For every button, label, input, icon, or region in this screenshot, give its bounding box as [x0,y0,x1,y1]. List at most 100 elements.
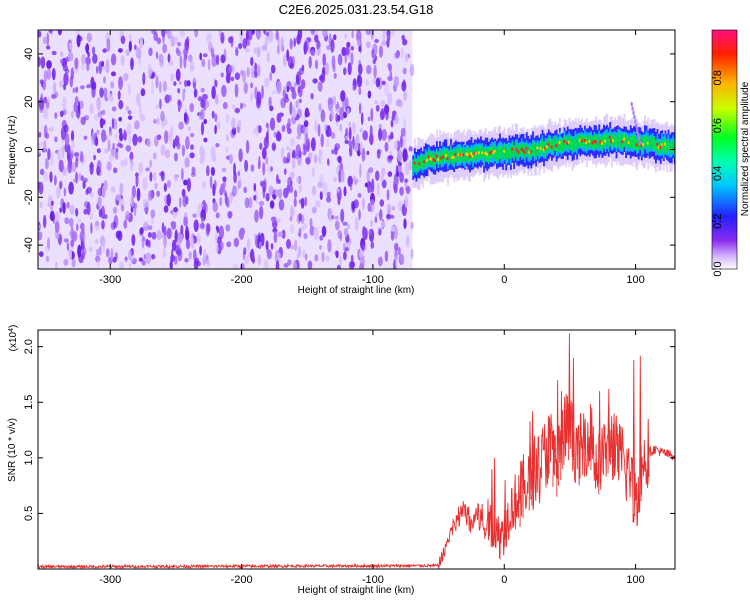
noise-speckle [319,245,322,250]
noise-speckle [275,30,279,41]
noise-speckle [194,31,198,38]
noise-speckle [75,30,80,35]
noise-speckle [340,208,345,223]
noise-speckle [326,45,332,51]
noise-speckle [70,130,75,142]
noise-speckle [105,248,110,258]
noise-speckle [178,121,184,130]
y-tick-label: 0 [23,146,35,152]
noise-speckle [369,124,373,137]
ridge-cell [502,146,505,161]
noise-speckle [39,168,45,176]
noise-speckle [332,95,337,106]
noise-speckle [347,175,353,187]
noise-speckle [67,51,74,62]
noise-speckle [164,94,171,104]
noise-speckle [206,165,210,177]
noise-speckle [358,102,362,115]
noise-speckle [394,52,400,59]
noise-speckle [60,59,63,64]
noise-speckle [380,174,385,182]
noise-speckle [59,181,62,190]
ridge-cell [495,148,498,161]
noise-speckle [343,251,347,261]
noise-speckle [193,249,197,262]
noise-speckle [243,82,249,94]
noise-speckle [142,177,148,191]
noise-speckle [310,92,314,100]
noise-speckle [347,223,351,230]
noise-speckle [138,257,143,262]
noise-speckle [55,261,58,269]
noise-speckle [307,260,313,269]
noise-speckle [147,232,152,238]
noise-speckle [366,150,370,156]
noise-speckle [254,209,259,223]
y-tick-label: 1.5 [23,395,35,410]
noise-speckle [198,202,204,208]
noise-speckle [237,120,242,127]
noise-speckle [271,90,277,95]
x-tick-label: -200 [231,274,253,286]
noise-speckle [328,128,332,137]
noise-speckle [300,197,305,209]
noise-speckle [98,61,103,75]
noise-speckle [335,250,339,259]
noise-speckle [220,72,224,78]
noise-speckle [132,133,138,146]
noise-speckle [225,73,231,84]
x-tick-label: 0 [501,274,507,286]
noise-speckle [179,196,182,208]
noise-speckle [184,108,188,113]
ridge-cell [439,149,442,163]
noise-speckle [222,102,228,110]
ridge-spur [636,132,640,137]
noise-speckle [139,227,144,235]
noise-speckle [378,228,382,236]
noise-speckle [174,36,179,45]
noise-speckle [96,65,99,74]
noise-speckle [98,208,103,218]
noise-speckle [96,248,100,257]
noise-speckle [253,194,257,201]
noise-speckle [118,116,122,122]
noise-speckle [38,56,41,67]
noise-speckle [305,112,308,118]
noise-speckle [404,195,409,209]
noise-speckle [201,217,204,224]
noise-speckle [346,107,350,114]
noise-speckle [205,222,210,237]
noise-speckle [250,164,255,172]
noise-speckle [101,220,105,230]
noise-speckle [80,175,85,182]
ridge-cell [618,132,621,148]
noise-speckle [188,54,193,62]
noise-speckle [51,200,54,206]
noise-speckle [82,180,86,189]
noise-speckle [379,208,383,221]
noise-speckle [66,144,71,156]
noise-speckle [324,62,329,76]
noise-speckle [319,235,324,241]
noise-speckle [354,217,359,231]
noise-speckle [125,210,130,221]
noise-speckle [339,123,343,132]
noise-speckle [51,50,57,56]
ridge-cell [483,148,486,164]
noise-speckle [211,110,215,119]
noise-speckle [274,189,281,197]
noise-speckle [293,37,297,47]
noise-speckle [207,58,211,71]
noise-speckle [298,98,302,104]
noise-speckle [326,196,332,203]
noise-speckle [287,176,293,188]
noise-speckle [319,174,324,184]
noise-speckle [108,130,113,137]
noise-speckle [125,49,130,56]
noise-speckle [181,167,184,181]
noise-speckle [349,184,353,191]
noise-speckle [406,234,410,247]
noise-speckle [185,239,191,250]
heatmap-cells [38,30,675,269]
noise-speckle [343,67,347,76]
